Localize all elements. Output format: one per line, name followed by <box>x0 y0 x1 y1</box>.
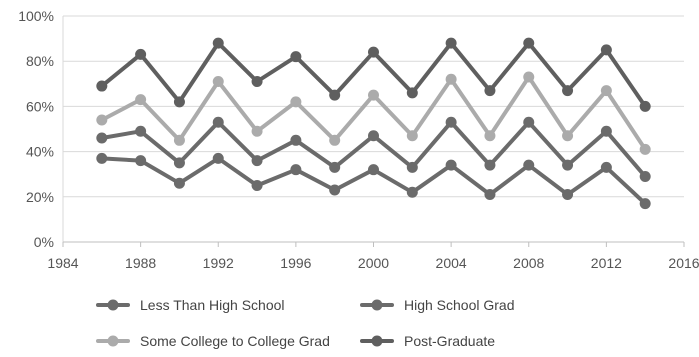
data-point <box>640 171 651 182</box>
data-point <box>213 76 224 87</box>
data-point <box>368 164 379 175</box>
x-tick-label: 1996 <box>280 255 311 271</box>
data-point <box>329 90 340 101</box>
series-2 <box>96 72 650 155</box>
legend-item-0: Less Than High School <box>98 297 285 313</box>
data-point <box>601 44 612 55</box>
data-point <box>562 189 573 200</box>
x-tick-label: 2008 <box>513 255 544 271</box>
series-lines <box>96 38 650 209</box>
data-point <box>252 155 263 166</box>
data-point <box>290 96 301 107</box>
data-point <box>407 187 418 198</box>
legend-marker-icon <box>372 300 383 311</box>
data-point <box>290 51 301 62</box>
data-point <box>407 130 418 141</box>
y-tick-label: 20% <box>26 189 54 205</box>
data-point <box>446 160 457 171</box>
data-point <box>368 47 379 58</box>
data-point <box>213 153 224 164</box>
data-point <box>446 117 457 128</box>
data-point <box>135 94 146 105</box>
data-point <box>446 38 457 49</box>
legend-marker-icon <box>372 336 383 347</box>
data-point <box>368 130 379 141</box>
data-point <box>523 117 534 128</box>
data-point <box>329 185 340 196</box>
y-tick-label: 0% <box>34 234 54 250</box>
x-tick-label: 1984 <box>47 255 78 271</box>
data-point <box>174 157 185 168</box>
y-tick-label: 80% <box>26 53 54 69</box>
data-point <box>96 114 107 125</box>
data-point <box>290 164 301 175</box>
data-point <box>174 135 185 146</box>
data-point <box>174 96 185 107</box>
data-point <box>484 160 495 171</box>
data-point <box>135 126 146 137</box>
data-point <box>523 38 534 49</box>
data-point <box>601 126 612 137</box>
x-tick-label: 1992 <box>203 255 234 271</box>
data-point <box>601 162 612 173</box>
legend-label: Some College to College Grad <box>140 333 330 349</box>
legend-item-2: Some College to College Grad <box>98 333 330 349</box>
x-tick-label: 1988 <box>125 255 156 271</box>
data-point <box>562 85 573 96</box>
data-point <box>96 81 107 92</box>
legend-item-3: Post-Graduate <box>362 333 495 349</box>
data-point <box>213 117 224 128</box>
data-point <box>329 135 340 146</box>
series-3 <box>96 38 650 112</box>
data-point <box>174 178 185 189</box>
data-point <box>523 160 534 171</box>
data-point <box>562 130 573 141</box>
data-point <box>135 155 146 166</box>
legend-label: Post-Graduate <box>404 333 495 349</box>
data-point <box>252 76 263 87</box>
data-point <box>368 90 379 101</box>
legend-label: High School Grad <box>404 297 515 313</box>
legend-item-1: High School Grad <box>362 297 515 313</box>
legend-marker-icon <box>108 300 119 311</box>
data-point <box>252 126 263 137</box>
data-point <box>290 135 301 146</box>
x-tick-label: 2012 <box>591 255 622 271</box>
data-point <box>640 144 651 155</box>
data-point <box>601 85 612 96</box>
data-point <box>640 101 651 112</box>
legend-marker-icon <box>108 336 119 347</box>
data-point <box>446 74 457 85</box>
data-point <box>523 72 534 83</box>
data-point <box>329 162 340 173</box>
data-point <box>96 133 107 144</box>
legend: Less Than High School High School Grad Som… <box>98 297 515 349</box>
data-point <box>562 160 573 171</box>
data-point <box>407 162 418 173</box>
data-point <box>640 198 651 209</box>
data-point <box>135 49 146 60</box>
data-point <box>407 87 418 98</box>
x-tick-label: 2004 <box>436 255 467 271</box>
y-tick-label: 40% <box>26 144 54 160</box>
y-tick-label: 100% <box>18 8 54 24</box>
data-point <box>252 180 263 191</box>
data-point <box>213 38 224 49</box>
x-tick-label: 2000 <box>358 255 389 271</box>
data-point <box>96 153 107 164</box>
data-point <box>484 189 495 200</box>
data-point <box>484 85 495 96</box>
data-point <box>484 130 495 141</box>
y-tick-label: 60% <box>26 98 54 114</box>
x-tick-label: 2016 <box>668 255 699 271</box>
legend-label: Less Than High School <box>140 297 285 313</box>
